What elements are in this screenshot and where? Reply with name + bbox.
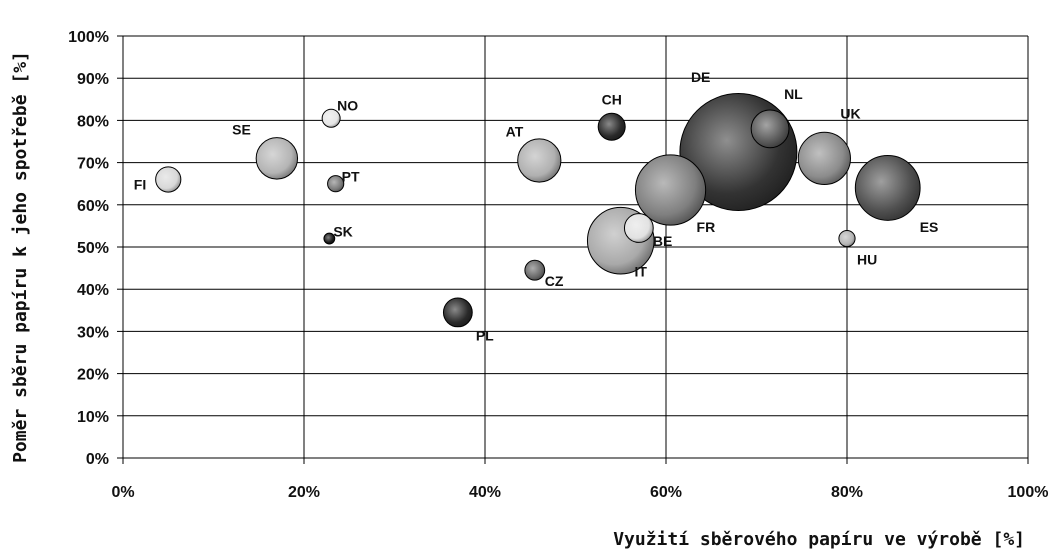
grid-layer <box>117 35 1029 464</box>
bubble-uk <box>797 131 851 185</box>
y-tick-label: 80% <box>77 113 109 130</box>
bubble-label-sk: SK <box>333 224 352 240</box>
tick-layer: 0% 10% 20% 30% 40% 50% 60% 70% 80% 90% 100% 0% 20% 40… <box>68 29 1048 501</box>
bubble-label-hu: HU <box>857 252 877 268</box>
bubble-label-at: AT <box>506 123 524 139</box>
x-tick-label: 80% <box>831 484 863 501</box>
bubble-label-uk: UK <box>840 105 860 121</box>
bubble-es <box>854 155 921 221</box>
bubble-hu <box>838 229 856 248</box>
bubble-label-fr: FR <box>697 219 716 235</box>
bubble-label-se: SE <box>232 121 251 137</box>
y-tick-label: 20% <box>77 367 109 384</box>
bubble-label-de: DE <box>691 69 710 85</box>
bubble-label-fi: FI <box>134 176 146 192</box>
bubble-cz <box>524 259 546 281</box>
x-tick-label: 60% <box>650 484 682 501</box>
x-tick-label: 100% <box>1008 484 1049 501</box>
bubble-label-no: NO <box>337 97 358 113</box>
bubble-sk <box>323 232 336 245</box>
y-tick-label: 0% <box>86 451 109 468</box>
bubble-label-cz: CZ <box>545 273 564 289</box>
y-tick-label: 60% <box>77 198 109 215</box>
y-tick-label: 70% <box>77 156 109 173</box>
bubble-fr <box>634 154 707 226</box>
bubble-label-be: BE <box>653 233 672 249</box>
bubble-pt <box>327 175 345 193</box>
bubble-label-it: IT <box>635 264 648 280</box>
bubble-no <box>321 108 341 128</box>
x-tick-label: 20% <box>288 484 320 501</box>
bubble-pl <box>442 297 473 328</box>
bubble-se <box>255 137 299 180</box>
x-axis-title: Využití sběrového papíru ve výrobě [%] <box>613 529 1025 550</box>
bubble-ch <box>597 112 626 141</box>
bubble-be <box>623 213 654 243</box>
x-tick-label: 0% <box>111 484 134 501</box>
label-layer: FI SE NO PT SK PL AT CZ CH IT BE FR DE NL UK ES HU <box>134 69 939 343</box>
y-tick-label: 30% <box>77 324 109 341</box>
bubble-label-es: ES <box>920 219 939 235</box>
x-tick-label: 40% <box>469 484 501 501</box>
y-tick-label: 40% <box>77 282 109 299</box>
bubble-label-ch: CH <box>602 92 622 108</box>
bubble-fi <box>155 166 182 193</box>
bubble-layer <box>155 93 921 328</box>
bubble-at <box>517 138 562 183</box>
y-tick-label: 10% <box>77 409 109 426</box>
y-tick-label: 100% <box>68 29 109 46</box>
y-axis-title: Poměr sběru papíru k jeho spotřebě [%] <box>10 51 31 463</box>
y-tick-label: 50% <box>77 240 109 257</box>
bubble-label-pl: PL <box>476 327 494 343</box>
bubble-label-pt: PT <box>342 169 360 185</box>
y-tick-label: 90% <box>77 71 109 88</box>
bubble-nl <box>750 109 790 149</box>
bubble-label-nl: NL <box>784 86 803 102</box>
